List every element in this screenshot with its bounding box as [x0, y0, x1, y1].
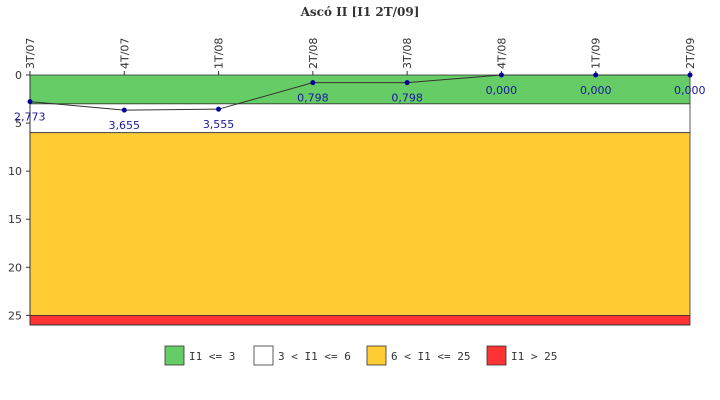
data-point — [121, 107, 127, 113]
data-point — [310, 80, 316, 86]
band-3 — [29, 314, 691, 326]
data-label: 2,773 — [14, 111, 46, 124]
data-label: 0,000 — [486, 84, 518, 97]
band-1 — [29, 103, 691, 134]
y-tick-label: 15 — [8, 213, 22, 226]
legend-swatch — [253, 345, 274, 366]
chart-title: Ascó II [I1 2T/09] — [300, 5, 420, 19]
y-tick-label: 25 — [8, 309, 22, 322]
data-label: 0,798 — [297, 92, 329, 105]
data-label: 0,000 — [674, 84, 706, 97]
data-points — [27, 72, 693, 113]
data-label: 0,000 — [580, 84, 612, 97]
y-tick-label: 0 — [15, 69, 22, 82]
x-tick-label: 4T/08 — [495, 38, 508, 69]
x-tick-label: 2T/09 — [684, 38, 697, 69]
data-label: 3,655 — [109, 119, 141, 132]
severity-bands — [29, 74, 691, 326]
data-point — [687, 72, 693, 78]
legend-swatch — [366, 345, 387, 366]
legend: I1 <= 3 3 < I1 <= 6 6 < I1 <= 25 I1 > 25 — [164, 345, 557, 366]
band-0 — [29, 74, 691, 105]
x-tick-label: 1T/08 — [213, 38, 226, 69]
band-2 — [29, 132, 691, 316]
y-axis-ticks: 0 5 10 15 20 25 — [8, 69, 30, 322]
series-line — [29, 74, 690, 111]
x-tick-label: 2T/08 — [307, 38, 320, 69]
y-tick-label: 20 — [8, 261, 22, 274]
data-point — [404, 80, 410, 86]
data-point — [27, 99, 33, 105]
y-tick-label: 5 — [15, 117, 22, 130]
legend-swatch — [164, 345, 185, 366]
plot-frame — [29, 75, 690, 326]
x-tick-label: 3T/08 — [401, 38, 414, 69]
y-tick-label: 10 — [8, 165, 22, 178]
x-tick-label: 3T/07 — [24, 38, 37, 69]
legend-label: I1 > 25 — [511, 350, 557, 363]
data-point — [216, 106, 222, 112]
data-label: 3,555 — [203, 118, 235, 131]
data-point — [593, 72, 599, 78]
x-tick-label: 1T/09 — [590, 38, 603, 69]
x-axis-ticks: 3T/07 4T/07 1T/08 2T/08 3T/08 4T/08 1T/09 2T/09 — [24, 38, 697, 75]
x-tick-label: 4T/07 — [118, 38, 131, 69]
data-point — [498, 72, 504, 78]
data-labels: 2,773 3,655 3,555 0,798 0,798 0,000 0,000 0,000 — [14, 84, 706, 132]
legend-label: 6 < I1 <= 25 — [391, 350, 470, 363]
data-label: 0,798 — [391, 92, 423, 105]
legend-label: 3 < I1 <= 6 — [278, 350, 351, 363]
legend-label: I1 <= 3 — [189, 350, 235, 363]
legend-swatch — [486, 345, 507, 366]
